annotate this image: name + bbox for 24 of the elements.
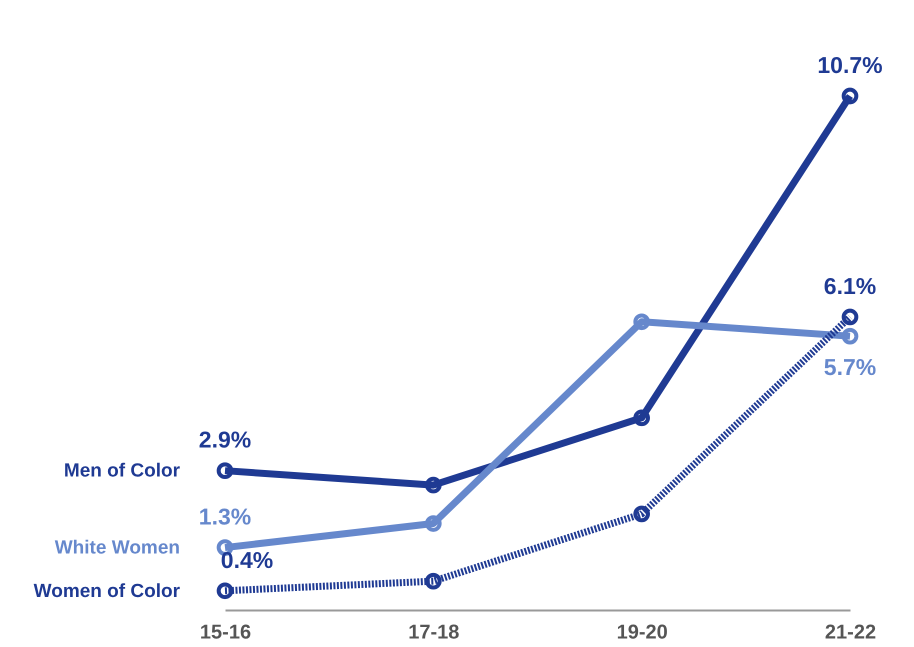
point	[633, 410, 650, 426]
point	[633, 313, 650, 330]
data-label: 1.3%	[198, 504, 252, 530]
point	[216, 462, 234, 480]
point	[425, 515, 442, 532]
point	[842, 88, 858, 104]
text: White Women	[54, 538, 180, 559]
point	[633, 506, 650, 522]
data-label: 2.9%	[198, 426, 252, 453]
point	[842, 308, 858, 326]
data-label: 10.7%	[817, 52, 883, 78]
point	[425, 476, 442, 494]
point	[425, 572, 442, 590]
x-tick-label: 17-18	[408, 622, 460, 644]
x-tick-label: 15-16	[200, 622, 252, 644]
text: Women of Color	[34, 580, 181, 602]
point	[216, 582, 234, 600]
x-tick-label: 21-22	[824, 622, 876, 644]
data-label: 0.4%	[220, 546, 274, 573]
data-label: 5.7%	[824, 354, 876, 380]
text: Men of Color	[64, 460, 181, 482]
x-tick-label: 19-20	[616, 622, 668, 644]
data-label: 6.1%	[824, 272, 876, 299]
point	[842, 328, 858, 344]
